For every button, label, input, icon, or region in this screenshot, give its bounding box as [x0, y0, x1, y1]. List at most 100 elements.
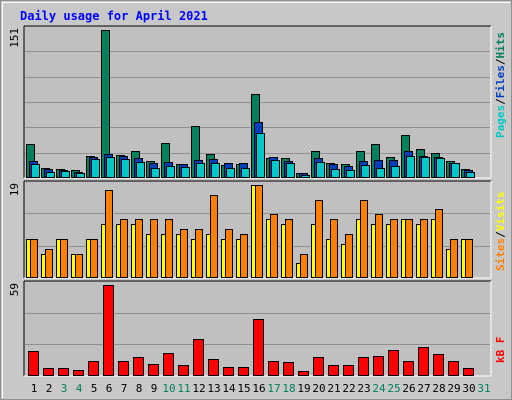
bar-sites-day-2 — [45, 249, 53, 278]
bar-kbytes-day-16 — [253, 319, 264, 376]
bar-pages-day-21 — [331, 169, 340, 178]
bar-kbytes-day-13 — [208, 359, 219, 376]
bar-pages-day-16 — [256, 133, 265, 178]
day-label-17: 17 — [267, 382, 280, 395]
bar-sites-day-19 — [300, 254, 308, 278]
bar-kbytes-day-30 — [463, 368, 474, 376]
bar-sites-day-29 — [450, 239, 458, 278]
day-label-8: 8 — [136, 382, 143, 395]
bar-sites-day-8 — [135, 219, 143, 278]
day-label-1: 1 — [31, 382, 38, 395]
bar-kbytes-day-19 — [298, 371, 309, 376]
day-label-24: 24 — [372, 382, 386, 395]
bar-kbytes-day-17 — [268, 361, 279, 376]
bar-sites-day-27 — [420, 219, 428, 278]
bar-sites-day-4 — [75, 254, 83, 278]
visits-panel: 19 Sites/Visits — [8, 180, 507, 279]
bar-sites-day-24 — [375, 214, 383, 278]
bar-sites-day-12 — [195, 229, 203, 278]
bar-kbytes-day-25 — [388, 350, 399, 376]
legend-hits: Hits — [494, 32, 507, 59]
bar-sites-day-22 — [345, 234, 353, 278]
bar-pages-day-14 — [226, 168, 235, 178]
bar-pages-day-1 — [31, 164, 40, 178]
bar-pages-day-18 — [286, 163, 295, 178]
bar-pages-day-11 — [181, 167, 190, 178]
bar-sites-day-23 — [360, 200, 368, 278]
bar-pages-day-30 — [466, 172, 475, 178]
day-label-4: 4 — [76, 382, 83, 395]
bar-kbytes-day-22 — [343, 365, 354, 376]
day-label-12: 12 — [192, 382, 205, 395]
day-label-15: 15 — [237, 382, 250, 395]
bar-pages-day-8 — [136, 162, 145, 178]
legend-pages: Pages — [494, 105, 507, 138]
day-label-5: 5 — [91, 382, 98, 395]
day-label-14: 14 — [222, 382, 236, 395]
day-axis-labels: 1 2 3 4 5 6 7 8 9 10 11 12 13 14 15 16 17 18 19 20 21 22 23 24 2… — [31, 382, 491, 395]
bar-sites-day-3 — [60, 239, 68, 278]
bar-sites-day-17 — [270, 214, 278, 278]
day-label-2: 2 — [46, 382, 53, 395]
bar-sites-day-20 — [315, 200, 323, 278]
bar-pages-day-5 — [91, 159, 100, 178]
bar-sites-day-11 — [180, 229, 188, 278]
bar-sites-day-15 — [240, 234, 248, 278]
hits-legend-separator: / — [494, 58, 507, 65]
day-label-29: 29 — [447, 382, 460, 395]
bar-pages-day-25 — [391, 166, 400, 178]
bar-kbytes-day-8 — [133, 357, 144, 376]
bar-kbytes-day-28 — [433, 354, 444, 376]
bar-kbytes-day-29 — [448, 361, 459, 376]
bar-kbytes-day-1 — [28, 351, 39, 376]
kbytes-max-label: 59 — [8, 283, 21, 296]
bar-sites-day-25 — [390, 219, 398, 278]
bar-sites-day-30 — [465, 239, 473, 278]
bar-pages-day-22 — [346, 170, 355, 178]
bar-pages-day-2 — [46, 172, 55, 178]
day-label-11: 11 — [177, 382, 190, 395]
bar-sites-day-16 — [255, 185, 263, 278]
bar-sites-day-28 — [435, 209, 443, 278]
day-label-18: 18 — [282, 382, 295, 395]
bar-sites-day-9 — [150, 219, 158, 278]
day-label-22: 22 — [342, 382, 355, 395]
bar-kbytes-day-7 — [118, 361, 129, 376]
bar-kbytes-day-2 — [43, 368, 54, 376]
kbytes-panel: 59 kB F — [8, 280, 507, 377]
bar-kbytes-day-18 — [283, 362, 294, 376]
bar-pages-day-26 — [406, 156, 415, 178]
legend-kb-f: kB F — [494, 337, 507, 364]
bar-pages-day-20 — [316, 162, 325, 178]
bar-sites-day-14 — [225, 229, 233, 278]
day-label-28: 28 — [432, 382, 445, 395]
day-label-10: 10 — [162, 382, 175, 395]
day-label-19: 19 — [297, 382, 310, 395]
bar-pages-day-17 — [271, 160, 280, 178]
legend-visits: Visits — [494, 192, 507, 232]
bar-pages-day-7 — [121, 159, 130, 178]
day-label-3: 3 — [61, 382, 68, 395]
visits-max-label: 19 — [8, 183, 21, 196]
day-label-9: 9 — [151, 382, 158, 395]
day-label-25: 25 — [387, 382, 400, 395]
day-label-31: 31 — [477, 382, 490, 395]
bar-sites-day-13 — [210, 195, 218, 278]
bar-kbytes-day-26 — [403, 361, 414, 376]
bar-kbytes-day-6 — [103, 285, 114, 376]
day-label-27: 27 — [417, 382, 430, 395]
hits-legend-separator: / — [494, 98, 507, 105]
bar-sites-day-26 — [405, 219, 413, 278]
bar-kbytes-day-15 — [238, 367, 249, 376]
bar-sites-day-6 — [105, 190, 113, 278]
bar-sites-day-21 — [330, 219, 338, 278]
bar-kbytes-day-14 — [223, 367, 234, 376]
bar-pages-day-24 — [376, 168, 385, 178]
day-label-23: 23 — [357, 382, 370, 395]
legend-sites: Sites — [494, 238, 507, 271]
bar-sites-day-7 — [120, 219, 128, 278]
day-label-6: 6 — [106, 382, 113, 395]
